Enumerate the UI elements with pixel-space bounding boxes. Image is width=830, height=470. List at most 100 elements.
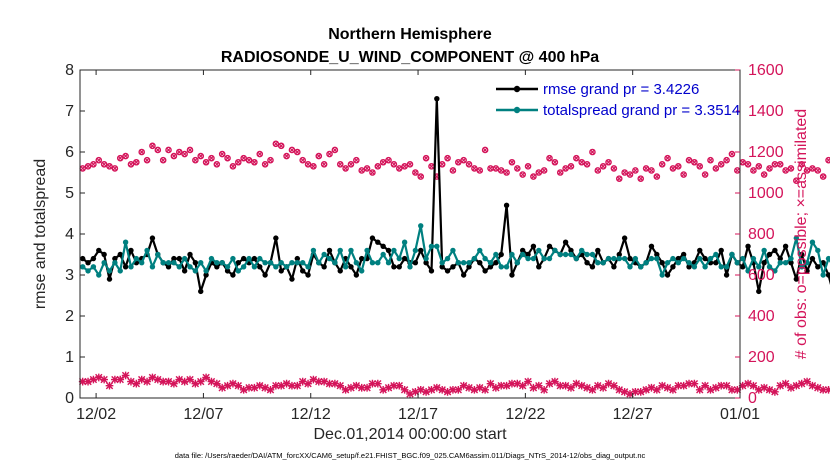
obs-assimilated-in-possible-marker bbox=[391, 161, 397, 167]
obs-assimilated-marker bbox=[132, 379, 141, 388]
obs-assimilated-marker bbox=[288, 381, 296, 390]
totalspread-point bbox=[739, 255, 746, 262]
totalspread-point bbox=[418, 223, 424, 229]
totalspread-point bbox=[246, 255, 252, 262]
rmse-point bbox=[273, 235, 279, 241]
obs-possible-marker bbox=[723, 156, 730, 164]
totalspread-point bbox=[348, 247, 354, 254]
totalspread-point bbox=[686, 260, 692, 266]
obs-assimilated-marker bbox=[524, 377, 532, 386]
obs-possible-marker bbox=[556, 169, 564, 176]
obs-possible-marker bbox=[374, 163, 382, 170]
rmse-point bbox=[412, 260, 419, 266]
totalspread-point bbox=[316, 260, 322, 266]
totalspread-point bbox=[697, 255, 703, 262]
obs-assimilated-in-possible-marker bbox=[815, 167, 821, 174]
obs-possible-marker bbox=[696, 163, 704, 170]
obs-assimilated-in-possible-marker bbox=[718, 161, 724, 167]
obs-assimilated-marker bbox=[502, 381, 511, 390]
rmse-point bbox=[79, 255, 86, 262]
obs-assimilated-marker bbox=[191, 379, 200, 388]
obs-possible-marker bbox=[299, 156, 306, 164]
obs-assimilated-marker bbox=[411, 388, 420, 396]
totalspread-point bbox=[144, 247, 150, 254]
totalspread-point bbox=[498, 264, 504, 270]
totalspread-point bbox=[552, 247, 558, 254]
totalspread-point bbox=[423, 255, 429, 262]
obs-assimilated-in-possible-marker bbox=[809, 165, 816, 172]
obs-assimilated-in-possible-marker bbox=[589, 149, 596, 155]
rmse-point bbox=[809, 255, 816, 262]
totalspread-point bbox=[283, 264, 290, 270]
obs-assimilated-marker bbox=[127, 377, 135, 386]
obs-assimilated-in-possible-marker bbox=[128, 161, 134, 167]
obs-assimilated-marker bbox=[379, 385, 388, 394]
obs-assimilated-in-possible-marker bbox=[133, 159, 139, 165]
obs-assimilated-in-possible-marker bbox=[664, 155, 671, 161]
obs-assimilated-marker bbox=[298, 377, 307, 386]
obs-assimilated-in-possible-marker bbox=[112, 165, 118, 172]
obs-possible-marker bbox=[685, 156, 693, 164]
obs-possible-marker bbox=[272, 140, 280, 148]
rmse-point bbox=[568, 247, 574, 254]
obs-assimilated-marker bbox=[180, 377, 189, 386]
obs-assimilated-marker bbox=[808, 381, 817, 390]
obs-assimilated-in-possible-marker bbox=[230, 163, 236, 169]
totalspread-point bbox=[680, 255, 687, 262]
obs-assimilated-marker bbox=[669, 385, 677, 394]
obs-possible-marker bbox=[358, 167, 366, 174]
totalspread-point bbox=[584, 251, 590, 258]
obs-assimilated-marker bbox=[674, 381, 683, 390]
rmse-point bbox=[305, 272, 311, 278]
totalspread-point bbox=[149, 264, 156, 270]
obs-possible-marker bbox=[181, 150, 188, 158]
obs-assimilated-marker bbox=[143, 377, 151, 386]
obs-assimilated-marker bbox=[277, 381, 286, 390]
obs-assimilated-in-possible-marker bbox=[380, 159, 386, 165]
totalspread-point bbox=[707, 255, 714, 262]
obs-assimilated-marker bbox=[508, 379, 516, 388]
obs-assimilated-in-possible-marker bbox=[788, 165, 794, 172]
obs-assimilated-marker bbox=[556, 381, 565, 390]
obs-assimilated-marker bbox=[819, 385, 828, 394]
totalspread-point bbox=[364, 247, 370, 254]
y-tick-label-left: 3 bbox=[65, 267, 74, 284]
rmse-point bbox=[493, 260, 499, 266]
obs-assimilated-marker bbox=[170, 379, 178, 388]
totalspread-point bbox=[117, 268, 123, 274]
obs-assimilated-in-possible-marker bbox=[605, 159, 612, 165]
obs-possible-marker bbox=[471, 165, 478, 172]
obs-assimilated-in-possible-marker bbox=[224, 155, 231, 161]
obs-possible-marker bbox=[154, 146, 162, 154]
obs-possible-marker bbox=[760, 171, 768, 178]
rmse-point bbox=[782, 243, 789, 249]
obs-assimilated-in-possible-marker bbox=[514, 165, 520, 172]
totalspread-point bbox=[214, 260, 220, 266]
obs-assimilated-marker bbox=[545, 379, 554, 388]
rmse-point bbox=[654, 251, 660, 258]
rmse-point bbox=[353, 272, 360, 278]
obs-assimilated-in-possible-marker bbox=[466, 161, 472, 167]
x-axis-label: Dec.01,2014 00:00:00 start bbox=[313, 426, 507, 443]
obs-assimilated-in-possible-marker bbox=[734, 167, 740, 174]
rmse-point bbox=[466, 264, 472, 270]
obs-assimilated-in-possible-marker bbox=[235, 159, 241, 165]
totalspread-point bbox=[139, 260, 145, 266]
obs-assimilated-marker bbox=[685, 379, 693, 388]
y-tick-label-right: 1000 bbox=[748, 185, 784, 202]
obs-possible-marker bbox=[787, 165, 795, 172]
totalspread-point bbox=[648, 255, 655, 262]
y-tick-label-left: 5 bbox=[65, 185, 74, 202]
obs-assimilated-in-possible-marker bbox=[568, 163, 574, 169]
obs-assimilated-in-possible-marker bbox=[804, 167, 810, 174]
obs-assimilated-in-possible-marker bbox=[139, 149, 145, 155]
obs-possible-marker bbox=[95, 156, 103, 164]
obs-assimilated-in-possible-marker bbox=[536, 169, 542, 176]
rmse-point bbox=[251, 255, 258, 262]
obs-assimilated-marker bbox=[384, 383, 393, 392]
obs-assimilated-marker bbox=[89, 375, 98, 384]
y-tick-label-left: 2 bbox=[65, 308, 74, 325]
obs-assimilated-in-possible-marker bbox=[793, 178, 799, 184]
rmse-point bbox=[460, 272, 467, 278]
obs-assimilated-marker bbox=[175, 375, 184, 384]
